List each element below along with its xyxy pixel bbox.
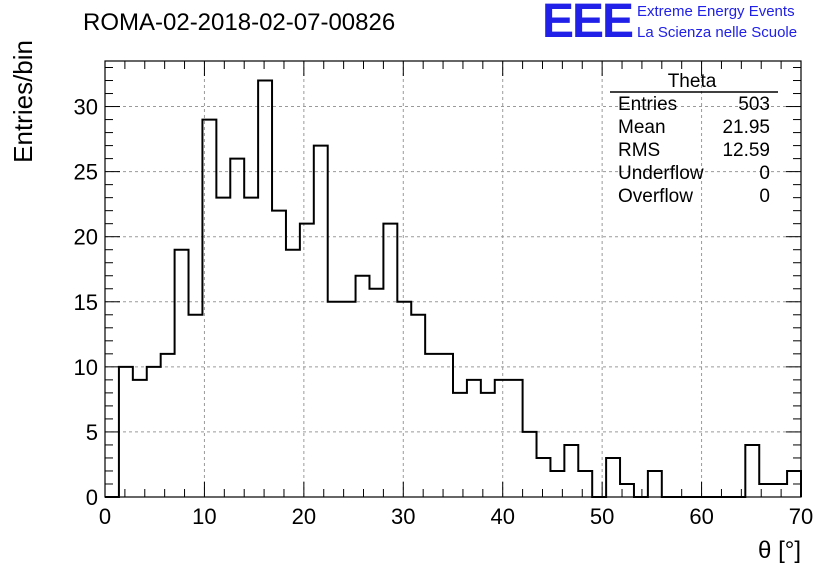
x-tick-label: 60: [689, 504, 713, 529]
stats-row-value: 21.95: [722, 117, 770, 138]
stats-row-label: Entries: [618, 94, 677, 115]
histogram-bin: [467, 380, 481, 497]
histogram-bin: [369, 289, 383, 497]
histogram-bin: [509, 380, 523, 497]
histogram-bin: [328, 302, 342, 497]
stats-row-value: 0: [759, 186, 770, 207]
histogram-bin: [453, 393, 467, 497]
x-tick-label: 10: [192, 504, 216, 529]
histogram-bin: [481, 393, 495, 497]
x-tick-label: 50: [590, 504, 614, 529]
histogram-bin: [564, 445, 578, 497]
x-axis-label: θ [°]: [758, 537, 801, 564]
run-title: ROMA-02-2018-02-07-00826: [83, 9, 396, 36]
x-tick-label: 70: [789, 504, 813, 529]
y-tick-label: 0: [86, 485, 98, 510]
histogram-bin: [439, 354, 453, 497]
stats-row-label: RMS: [618, 140, 660, 161]
stats-row-value: 503: [738, 94, 770, 115]
y-tick-label: 10: [74, 355, 98, 380]
y-tick-label: 5: [86, 420, 98, 445]
logo-subtitle-line2: La Scienza nelle Scuole: [637, 24, 798, 41]
stats-row-value: 0: [759, 163, 770, 184]
histogram-bin: [523, 432, 537, 497]
histogram-bin: [244, 198, 258, 497]
histogram-bin: [300, 224, 314, 497]
histogram-bin: [495, 380, 509, 497]
stats-row-label: Underflow: [618, 163, 704, 184]
histogram-bin: [397, 302, 411, 497]
histogram-bin: [383, 224, 397, 497]
histogram-bin: [230, 159, 244, 497]
histogram-bin: [745, 445, 759, 497]
histogram-bin: [342, 302, 356, 497]
histogram-bin: [773, 484, 787, 497]
histogram-bin: [648, 471, 662, 497]
histogram-bin: [161, 354, 175, 497]
eee-logo: EEE: [542, 0, 634, 48]
histogram-bin: [356, 276, 370, 497]
histogram-bin: [189, 315, 203, 497]
histogram-bin: [606, 458, 620, 497]
histogram-bin: [133, 380, 147, 497]
histogram-outline: [105, 79, 802, 498]
histogram-bin: [425, 354, 439, 497]
y-tick-label: 20: [74, 225, 98, 250]
x-tick-label: 0: [99, 504, 111, 529]
stats-row-value: 12.59: [722, 140, 770, 161]
stats-row-label: Mean: [618, 117, 666, 138]
histogram-bin: [272, 211, 286, 497]
x-tick-label: 30: [391, 504, 415, 529]
y-tick-label: 15: [74, 290, 98, 315]
y-tick-label: 30: [74, 95, 98, 120]
stats-row-label: Overflow: [618, 186, 693, 207]
histogram-bin: [258, 81, 272, 497]
y-tick-label: 25: [74, 160, 98, 185]
plot-frame: [104, 60, 802, 498]
histogram-bin: [314, 146, 328, 497]
histogram-bin: [216, 198, 230, 497]
histogram-bin: [175, 250, 189, 497]
histogram-bin: [578, 471, 592, 497]
x-tick-label: 20: [292, 504, 316, 529]
histogram-bin: [286, 250, 300, 497]
histogram-bin: [411, 315, 425, 497]
logo-subtitle-line1: Extreme Energy Events: [637, 3, 795, 20]
histogram-bin: [537, 458, 551, 497]
y-axis-label: Entries/bin: [8, 40, 38, 163]
stats-box-title: Theta: [668, 71, 717, 92]
x-tick-label: 40: [490, 504, 514, 529]
